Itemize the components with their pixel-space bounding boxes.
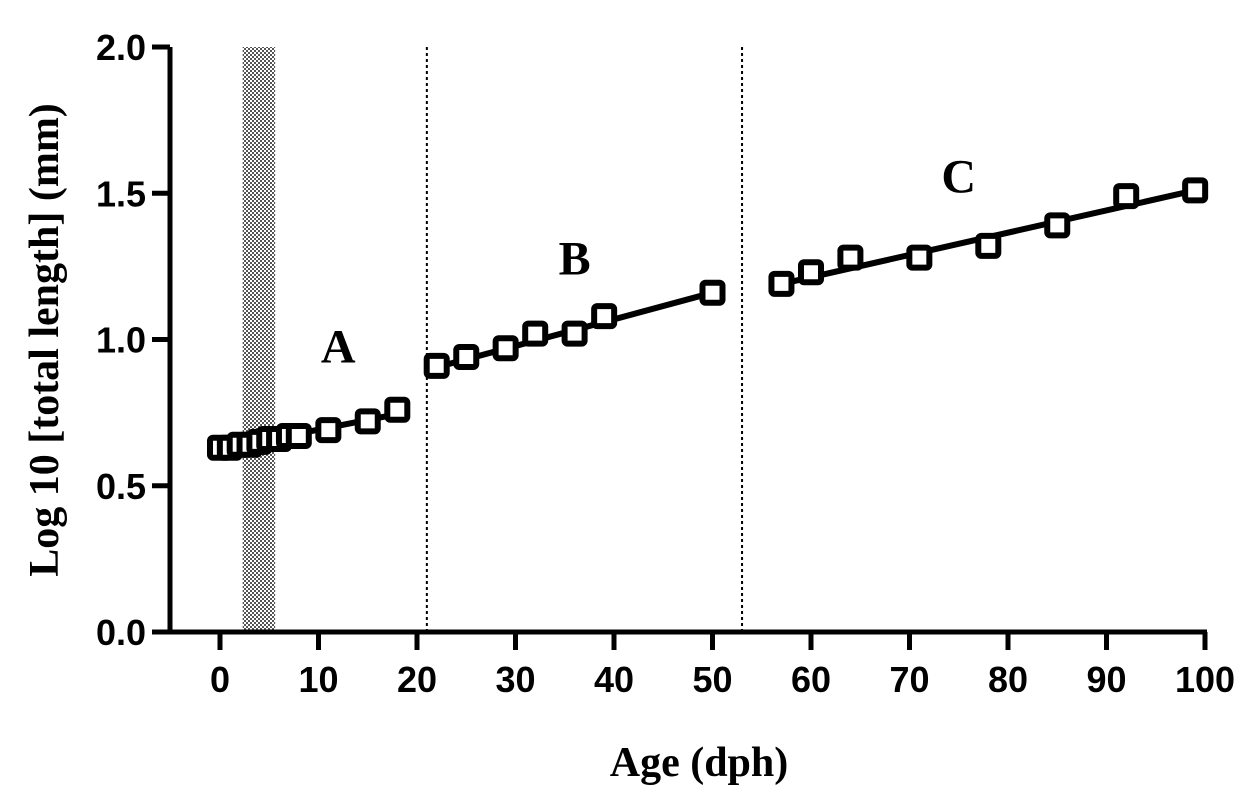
data-point-b [699,279,726,306]
y-tick-label: 0.5 [96,466,146,507]
x-tick-label: 80 [988,659,1028,700]
data-point-c [1113,183,1140,210]
data-point-b [453,344,480,371]
y-tick-label: 2.0 [96,27,146,68]
y-tick-label: 0.0 [96,612,146,653]
data-point-a [315,417,342,444]
x-axis-title: Age (dph) [610,740,789,786]
x-tick-label: 50 [692,659,732,700]
x-tick-label: 60 [791,659,831,700]
data-point-a [354,408,381,435]
x-tick-label: 20 [397,659,437,700]
x-tick-label: 30 [495,659,535,700]
data-point-c [837,244,864,271]
phase-label-b: B [559,233,591,286]
data-point-c [906,244,933,271]
x-tick-label: 70 [889,659,929,700]
phase-label-c: C [941,151,976,204]
data-point-b [492,335,519,362]
x-tick-label: 100 [1175,659,1235,700]
data-point-c [1182,177,1209,204]
data-point-c [1044,212,1071,239]
data-point-b [591,303,618,330]
data-point-b [561,320,588,347]
data-point-c [975,232,1002,259]
y-tick-label: 1.0 [96,320,146,361]
y-axis-title: Log 10 [total length] (mm) [22,103,68,577]
data-point-c [768,270,795,297]
x-tick-label: 0 [210,659,230,700]
data-point-a [285,423,312,450]
y-tick-label: 1.5 [96,173,146,214]
data-point-b [522,320,549,347]
data-point-b [423,352,450,379]
phase-label-a: A [321,320,356,373]
x-tick-label: 40 [594,659,634,700]
x-tick-label: 90 [1086,659,1126,700]
data-point-c [798,259,824,286]
data-point-a [384,396,411,423]
shaded-band [242,47,276,632]
x-tick-label: 10 [298,659,338,700]
